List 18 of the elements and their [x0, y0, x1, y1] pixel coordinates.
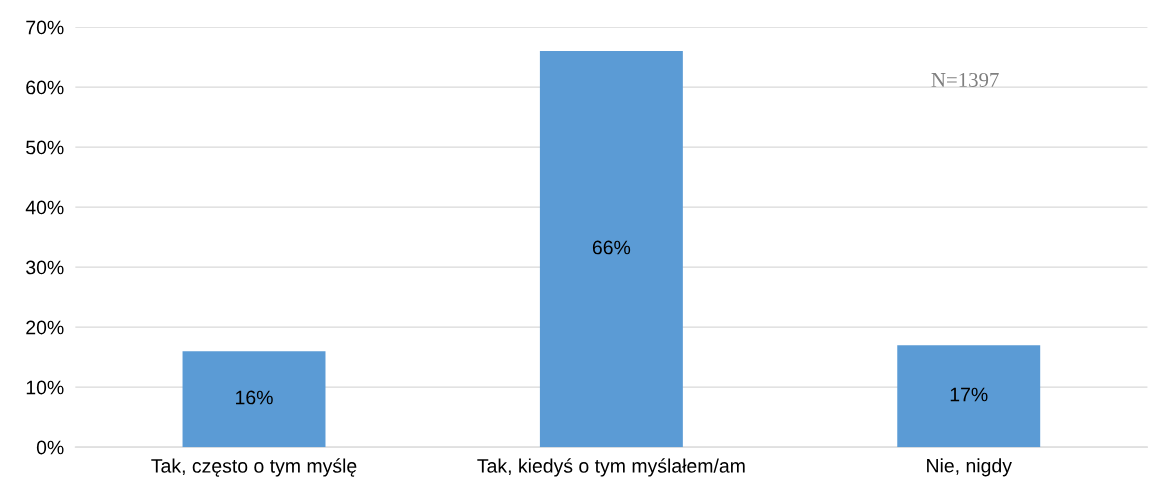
- data-label: 16%: [236, 390, 273, 405]
- annotation: N=1397: [931, 72, 999, 87]
- x-tick-label: Tak, często o tym myślę: [151, 458, 357, 477]
- y-tick-label: 70%: [26, 20, 64, 35]
- x-tick-label: Nie, nigdy: [927, 458, 1012, 477]
- data-label: 17%: [950, 387, 988, 402]
- data-label: 66%: [592, 240, 631, 255]
- x-tick-label: Tak, kiedyś o tym myślałem/am: [477, 458, 745, 477]
- y-tick-label: 60%: [26, 80, 64, 95]
- bar: [182, 351, 326, 448]
- y-tick-label: 50%: [26, 140, 64, 155]
- y-tick-label: 20%: [26, 320, 64, 335]
- y-tick-label: 40%: [25, 200, 64, 215]
- y-tick-label: 0%: [36, 440, 64, 455]
- y-tick-label: 30%: [26, 260, 64, 275]
- y-tick-label: 10%: [26, 380, 64, 395]
- bar: [539, 51, 683, 448]
- bar: [897, 345, 1041, 448]
